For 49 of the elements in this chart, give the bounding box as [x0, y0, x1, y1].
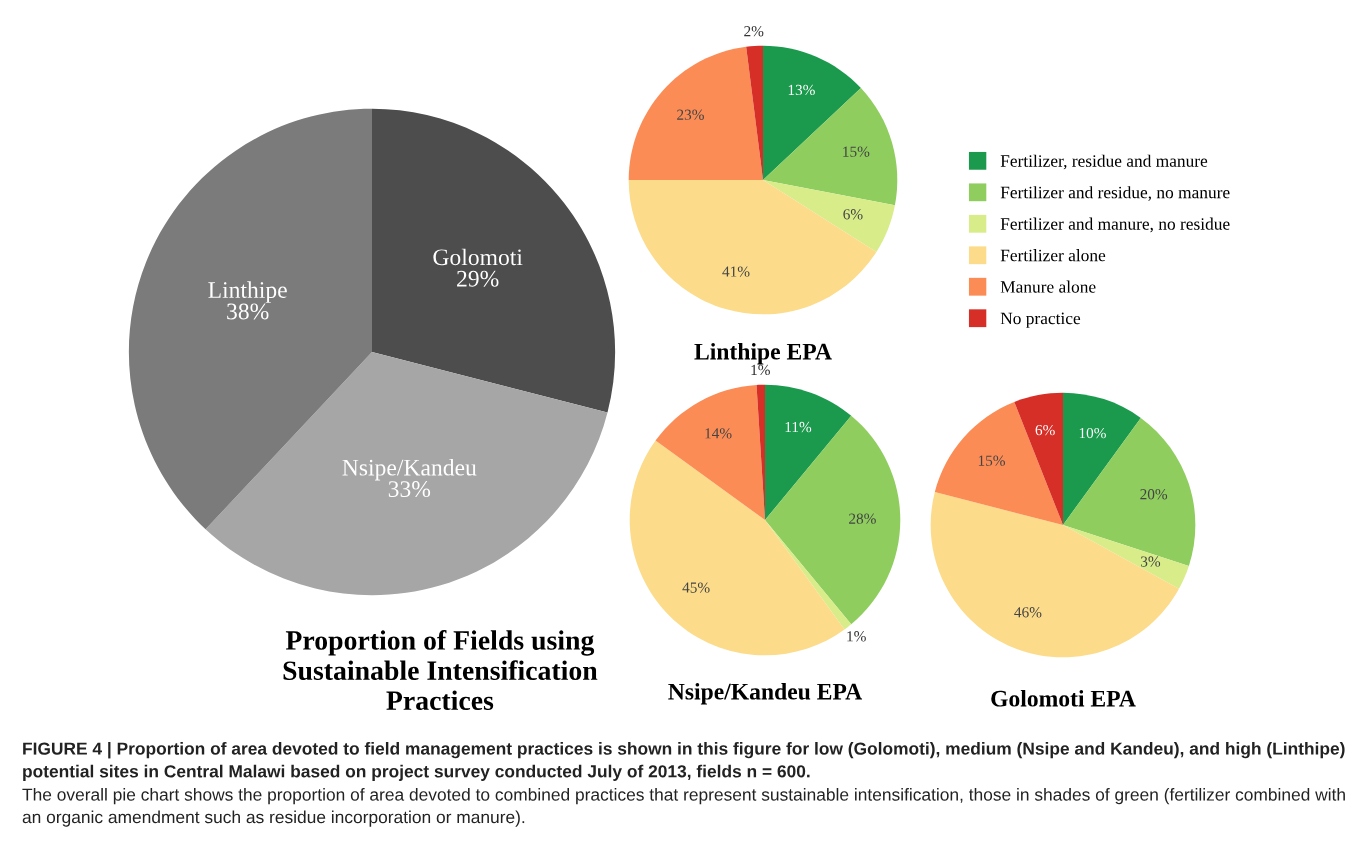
data-label: 28%: [849, 513, 876, 524]
data-label: 3%: [1141, 556, 1161, 567]
pie-slice: [655, 384, 765, 520]
pie-slice: [629, 440, 845, 656]
pie-slice: [1014, 392, 1063, 525]
data-label: 1%: [751, 364, 770, 376]
slice-label: Linthipe: [208, 281, 287, 303]
data-label: 46%: [1014, 607, 1042, 618]
text: Golomoti EPA: [991, 690, 1136, 707]
data-label: 14%: [705, 428, 732, 439]
legend-label: Fertilizer and manure, no residue: [1000, 217, 1230, 233]
data-label: 6%: [1035, 424, 1055, 436]
data-label: 45%: [682, 582, 710, 593]
legend-label: Fertilizer alone: [1000, 249, 1106, 262]
slice-label: Golomoti: [433, 248, 523, 266]
text: Proportion of Fields using Sustainable Intensification Practices: [283, 630, 598, 711]
pie-slice: [205, 352, 608, 596]
pie-slice: [763, 180, 895, 252]
data-label: 38%: [227, 303, 269, 320]
data-label: 1%: [847, 631, 866, 642]
data-label: 15%: [843, 146, 870, 157]
data-label: 33%: [388, 481, 431, 498]
text: Linthipe EPA: [694, 343, 832, 365]
data-label: 23%: [677, 109, 704, 120]
pie-slice: [1063, 417, 1196, 566]
pie-slice: [628, 46, 763, 180]
caption: FIGURE 4 | Proportion of area devoted to field management practices is shown in this figure for low (Golomoti), medium (Nsipe and Kandeu), and high (Linthipe) potential sites in Central Malawi based on project survey conducted July of 2013, fields n = 600.: [23, 742, 1345, 781]
legend-label: No practice: [1000, 312, 1081, 328]
pie-slice: [628, 180, 877, 315]
data-label: 15%: [978, 455, 1005, 466]
legend-label: Fertilizer and residue, no manure: [1000, 186, 1230, 201]
pie-slice: [934, 401, 1063, 525]
legend-label: Manure alone: [1000, 280, 1096, 293]
pie-slice: [1063, 392, 1141, 525]
data-label: 10%: [1079, 427, 1106, 439]
pie-slice: [1063, 525, 1189, 589]
slice-label: Nsipe/Kandeu: [342, 459, 477, 481]
data-label: 29%: [457, 270, 499, 287]
data-label: 20%: [1140, 489, 1168, 500]
data-label: 6%: [843, 209, 863, 220]
pie-slice: [765, 415, 901, 625]
data-label: 11%: [785, 421, 812, 433]
text: The overall pie chart shows the proportion of area devoted to combined practices that represent sustainable intensification, those in shades of green (fertilizer combined with an organic amendment such as residue incorporation or manure).: [22, 788, 1345, 827]
data-label: 2%: [744, 26, 764, 37]
data-label: 13%: [788, 84, 815, 96]
legend-label: Fertilizer, residue and manure: [1000, 154, 1208, 170]
pie-slice: [372, 108, 616, 413]
data-label: 41%: [722, 266, 750, 277]
text: Nsipe/Kandeu EPA: [668, 683, 863, 705]
